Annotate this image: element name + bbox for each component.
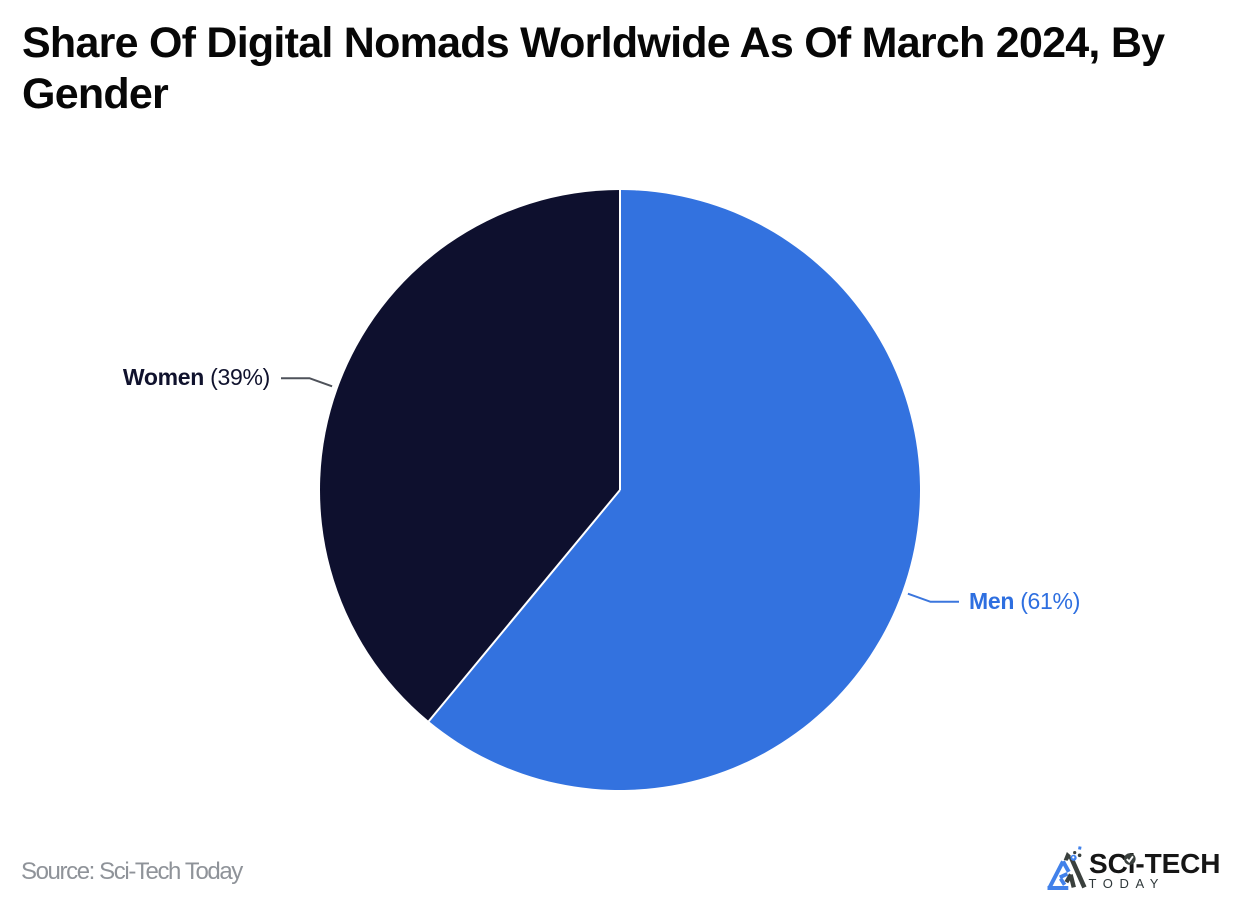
svg-text:TODAY: TODAY: [1089, 876, 1166, 891]
svg-text:SCi-TECH: SCi-TECH: [1089, 848, 1220, 879]
